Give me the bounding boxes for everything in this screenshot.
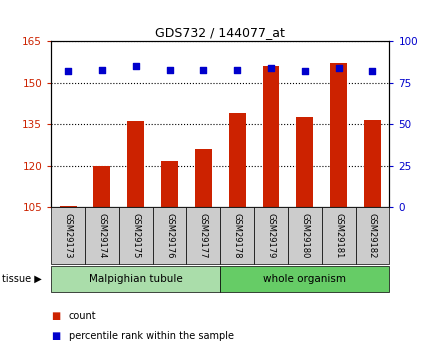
Bar (220, 266, 389, 292)
Bar (161, 161, 178, 207)
Title: GDS732 / 144077_at: GDS732 / 144077_at (155, 26, 285, 39)
Text: percentile rank within the sample: percentile rank within the sample (69, 332, 234, 341)
Text: Malpighian tubule: Malpighian tubule (89, 274, 182, 284)
Text: count: count (69, 311, 97, 321)
Text: GSM29179: GSM29179 (267, 213, 275, 258)
Bar (330, 63, 347, 207)
Point (335, 65, 342, 71)
Bar (51, 207, 85, 264)
Point (98, 67, 105, 72)
Point (301, 68, 308, 74)
Bar (288, 207, 322, 264)
Bar (229, 113, 246, 207)
Text: GSM29175: GSM29175 (131, 213, 140, 258)
Bar (51, 266, 220, 292)
Bar (153, 207, 186, 264)
Bar (364, 120, 381, 207)
Bar (322, 207, 356, 264)
Point (267, 65, 275, 71)
Text: GSM29173: GSM29173 (64, 213, 73, 258)
Bar (195, 149, 212, 207)
Text: whole organism: whole organism (263, 274, 346, 284)
Text: GSM29177: GSM29177 (199, 213, 208, 258)
Text: GSM29180: GSM29180 (300, 213, 309, 258)
Text: GSM29178: GSM29178 (233, 213, 242, 258)
Point (166, 67, 173, 72)
Point (369, 68, 376, 74)
Text: GSM29176: GSM29176 (165, 213, 174, 258)
Bar (220, 207, 254, 264)
Bar (85, 207, 119, 264)
Text: tissue ▶: tissue ▶ (2, 274, 42, 284)
Bar (119, 207, 153, 264)
Text: GSM29181: GSM29181 (334, 213, 343, 258)
Bar (254, 207, 288, 264)
Text: GSM29174: GSM29174 (97, 213, 106, 258)
Bar (186, 207, 220, 264)
Text: ■: ■ (51, 332, 61, 341)
Bar (60, 206, 77, 207)
Point (65, 68, 72, 74)
Bar (93, 166, 110, 207)
Bar (263, 66, 279, 207)
Bar (356, 207, 389, 264)
Text: ■: ■ (51, 311, 61, 321)
Point (234, 67, 241, 72)
Bar (127, 121, 144, 207)
Bar (296, 117, 313, 207)
Point (132, 63, 139, 69)
Point (200, 67, 207, 72)
Text: GSM29182: GSM29182 (368, 213, 377, 258)
